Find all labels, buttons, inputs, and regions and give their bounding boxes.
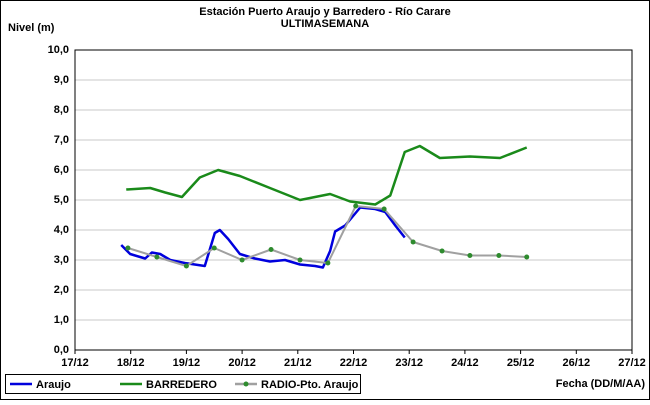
y-tick-label: 2,0 (54, 284, 69, 296)
series-marker (297, 257, 303, 263)
series-marker (125, 245, 131, 251)
x-tick-label: 24/12 (451, 357, 479, 369)
series-marker (524, 254, 530, 260)
chart-subtitle: ULTIMASEMANA (281, 18, 369, 30)
series-marker (496, 253, 502, 258)
y-tick-label: 1,0 (54, 314, 69, 326)
x-tick-label: 25/12 (507, 357, 535, 369)
legend (5, 374, 361, 394)
y-tick-label: 6,0 (54, 164, 69, 176)
legend-label: BARREDERO (146, 379, 217, 391)
x-tick-label: 21/12 (284, 357, 312, 369)
y-axis-label: Nivel (m) (8, 22, 55, 34)
y-tick-label: 5,0 (54, 194, 69, 206)
x-tick-label: 19/12 (173, 357, 201, 369)
series-marker (381, 206, 387, 212)
plot-area (74, 49, 633, 351)
series-marker (410, 239, 416, 245)
series-line (126, 144, 528, 206)
x-axis-label: Fecha (DD/M/AA) (556, 378, 646, 390)
x-tick-label: 27/12 (618, 357, 646, 369)
y-tick-label: 7,0 (54, 134, 69, 146)
y-tick-label: 3,0 (54, 254, 69, 266)
x-tick-label: 22/12 (340, 357, 368, 369)
x-tick-label: 17/12 (61, 357, 89, 369)
series-marker (154, 254, 160, 260)
series-marker (325, 260, 331, 266)
x-tick-label: 23/12 (395, 357, 423, 369)
series-marker (268, 247, 274, 252)
series-marker (183, 263, 189, 269)
chart-title: Estación Puerto Araujo y Barredero - Río… (199, 6, 450, 18)
series-marker (439, 248, 445, 254)
x-tick-label: 18/12 (117, 357, 145, 369)
series-marker (239, 257, 245, 263)
y-tick-label: 10,0 (48, 44, 69, 56)
series-line (120, 206, 406, 269)
series-marker (211, 245, 217, 251)
y-tick-label: 4,0 (54, 224, 69, 236)
series-marker (353, 203, 359, 209)
legend-label: Araujo (36, 379, 71, 391)
y-tick-label: 9,0 (54, 74, 69, 86)
x-tick-label: 26/12 (563, 357, 591, 369)
legend-marker (243, 381, 249, 387)
legend-label: RADIO-Pto. Araujo (261, 379, 359, 391)
series-marker (467, 253, 473, 258)
y-tick-label: 8,0 (54, 104, 69, 116)
y-tick-label: 0,0 (54, 344, 69, 356)
x-tick-label: 20/12 (228, 357, 256, 369)
